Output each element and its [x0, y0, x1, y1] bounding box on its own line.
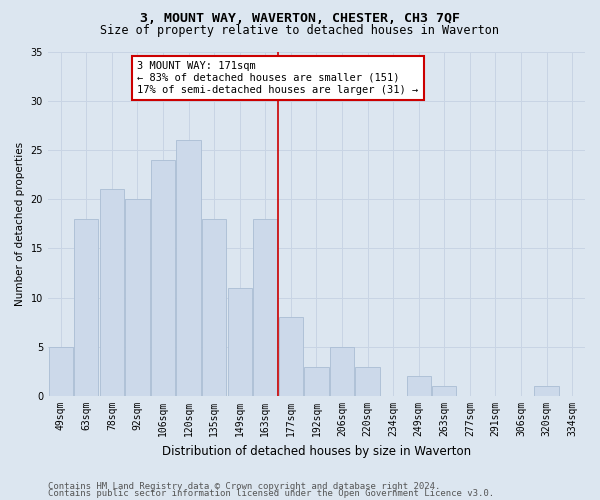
X-axis label: Distribution of detached houses by size in Waverton: Distribution of detached houses by size …: [162, 444, 471, 458]
Bar: [151, 160, 175, 396]
Y-axis label: Number of detached properties: Number of detached properties: [15, 142, 25, 306]
Bar: [407, 376, 431, 396]
Bar: [74, 219, 98, 396]
Bar: [253, 219, 277, 396]
Bar: [355, 366, 380, 396]
Bar: [202, 219, 226, 396]
Bar: [100, 190, 124, 396]
Bar: [279, 318, 303, 396]
Bar: [535, 386, 559, 396]
Text: Contains public sector information licensed under the Open Government Licence v3: Contains public sector information licen…: [48, 489, 494, 498]
Text: Contains HM Land Registry data © Crown copyright and database right 2024.: Contains HM Land Registry data © Crown c…: [48, 482, 440, 491]
Text: 3 MOUNT WAY: 171sqm
← 83% of detached houses are smaller (151)
17% of semi-detac: 3 MOUNT WAY: 171sqm ← 83% of detached ho…: [137, 62, 419, 94]
Bar: [125, 199, 149, 396]
Text: 3, MOUNT WAY, WAVERTON, CHESTER, CH3 7QF: 3, MOUNT WAY, WAVERTON, CHESTER, CH3 7QF: [140, 12, 460, 26]
Bar: [49, 347, 73, 396]
Bar: [304, 366, 329, 396]
Bar: [176, 140, 201, 396]
Bar: [330, 347, 354, 396]
Bar: [227, 288, 252, 396]
Bar: [432, 386, 457, 396]
Text: Size of property relative to detached houses in Waverton: Size of property relative to detached ho…: [101, 24, 499, 37]
